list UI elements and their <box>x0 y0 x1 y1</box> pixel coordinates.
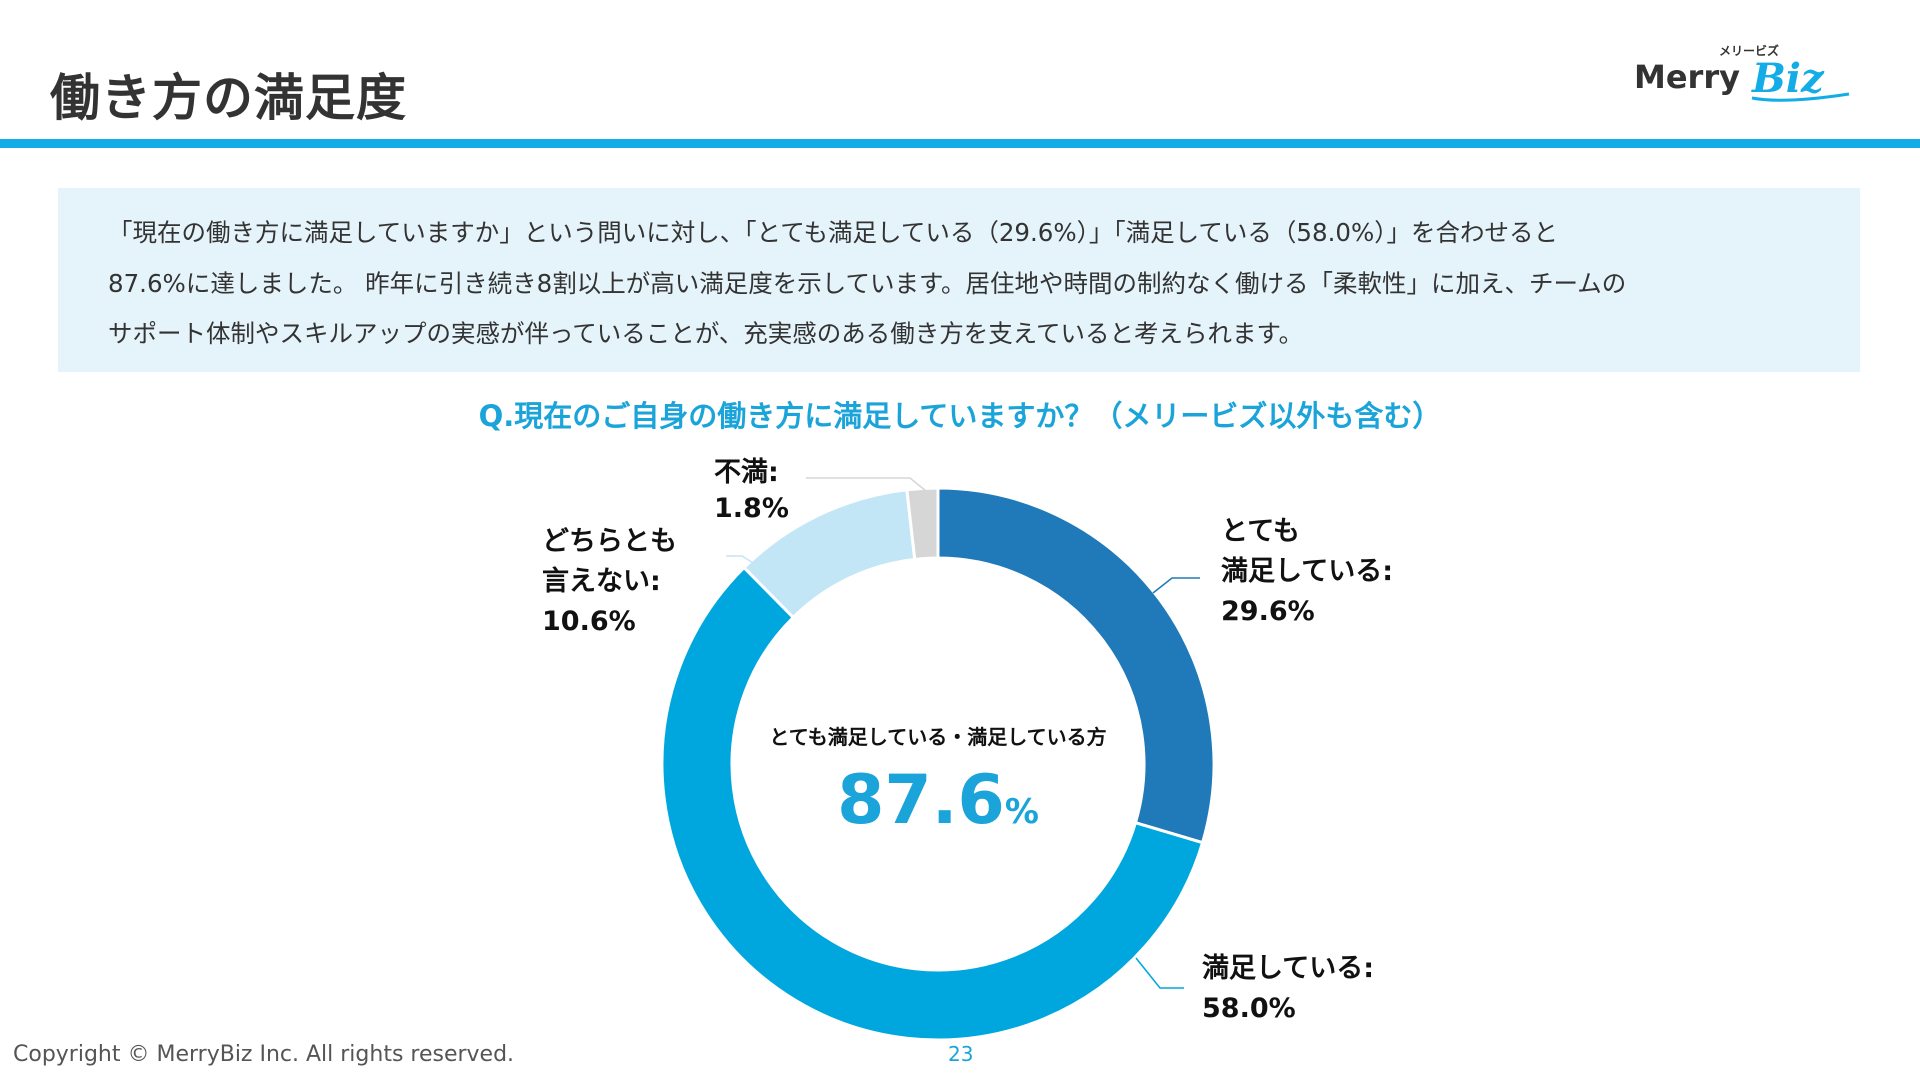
donut-slice-satisfied <box>660 565 1205 1042</box>
summary-line-1: 「現在の働き方に満足していますか」という問いに対し、「とても満足している（29.… <box>108 218 1558 247</box>
label-neutral-line-1: どちらとも <box>542 526 677 557</box>
label-neutral-line-3: 10.6% <box>542 606 636 637</box>
leader-line-dissatisfied <box>806 477 927 492</box>
copyright-text: Copyright © MerryBiz Inc. All rights res… <box>13 1042 515 1067</box>
label-satisfied: 満足している: 58.0% <box>1202 953 1383 1024</box>
center-value: 87.6 <box>837 761 1005 840</box>
leader-line-satisfied <box>1135 957 1184 989</box>
label-very-satisfied-line-1: とても <box>1221 516 1300 547</box>
center-percentage: 87.6% <box>837 761 1039 840</box>
summary-line-3: サポート体制やスキルアップの実感が伴っていることが、充実感のある働き方を支えてい… <box>108 319 1304 348</box>
header-rule <box>0 139 1920 148</box>
donut-slice-dissatisfied <box>905 486 940 561</box>
summary-line-2: 87.6%に達しました。 昨年に引き続き8割以上が高い満足度を示しています。居住… <box>108 269 1627 298</box>
center-unit: % <box>1005 792 1039 832</box>
label-neutral-line-2: 言えない: <box>542 566 661 597</box>
summary-box: 「現在の働き方に満足していますか」という問いに対し、「とても満足している（29.… <box>58 188 1860 372</box>
label-dissatisfied-line-1: 不満: <box>714 457 779 488</box>
label-dissatisfied: 不満: 1.8% <box>714 457 789 524</box>
leader-line-neutral <box>726 555 759 567</box>
label-very-satisfied-line-3: 29.6% <box>1221 596 1315 627</box>
center-caption: とても満足している・満足している方 <box>769 725 1106 749</box>
label-very-satisfied: とても 満足している: 29.6% <box>1221 516 1402 627</box>
label-satisfied-line-2: 58.0% <box>1202 993 1296 1024</box>
label-very-satisfied-line-2: 満足している: <box>1221 556 1393 587</box>
label-neutral: どちらとも 言えない: 10.6% <box>542 526 686 637</box>
chart-title: Q.現在のご自身の働き方に満足していますか？（メリービズ以外も含む） <box>478 399 1442 433</box>
page-title: 働き方の満足度 <box>50 69 407 127</box>
leader-line-very-satisfied <box>1152 577 1200 594</box>
logo-biz: Biz <box>1751 55 1825 102</box>
label-dissatisfied-line-2: 1.8% <box>714 493 789 524</box>
logo-underline <box>1751 92 1850 102</box>
page-number: 23 <box>948 1042 974 1066</box>
logo-merry: Merry <box>1634 58 1740 96</box>
donut-slice-very-satisfied <box>936 486 1216 845</box>
merrybiz-logo: メリービズ Merry Biz <box>1634 43 1850 102</box>
logo-kana: メリービズ <box>1719 43 1779 58</box>
label-satisfied-line-1: 満足している: <box>1202 953 1374 984</box>
donut-slices <box>660 486 1216 1042</box>
